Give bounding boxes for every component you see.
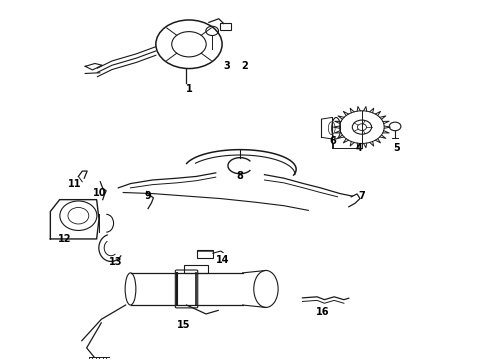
Text: 12: 12 xyxy=(58,234,72,244)
Text: 14: 14 xyxy=(216,255,230,265)
Text: 10: 10 xyxy=(93,188,106,198)
Text: 16: 16 xyxy=(316,307,330,317)
Bar xyxy=(184,265,208,273)
Text: 8: 8 xyxy=(237,171,244,181)
Text: 1: 1 xyxy=(186,84,193,94)
Text: 7: 7 xyxy=(359,191,366,201)
Text: 3: 3 xyxy=(223,61,230,71)
Text: 11: 11 xyxy=(68,179,81,189)
Bar xyxy=(220,23,231,30)
Text: 4: 4 xyxy=(356,143,363,153)
Text: 15: 15 xyxy=(177,320,191,330)
Text: 5: 5 xyxy=(393,143,400,153)
Text: 9: 9 xyxy=(144,191,151,201)
Text: 6: 6 xyxy=(329,136,336,146)
Bar xyxy=(197,249,213,257)
Text: 2: 2 xyxy=(242,61,248,71)
Text: 13: 13 xyxy=(109,257,122,267)
